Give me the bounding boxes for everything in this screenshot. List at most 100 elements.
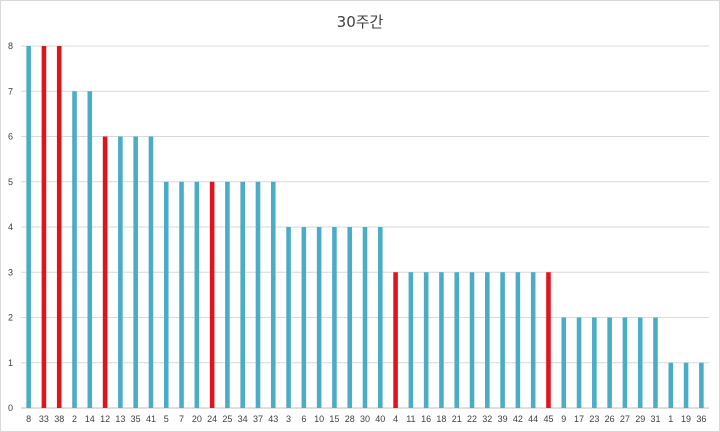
x-tick-label: 10: [314, 414, 324, 424]
x-tick-label: 6: [301, 414, 306, 424]
x-tick-label: 32: [482, 414, 492, 424]
bar-37: [255, 181, 261, 408]
x-tick-label: 19: [681, 414, 691, 424]
x-tick-label: 9: [561, 414, 566, 424]
bar-24: [209, 181, 215, 408]
bar-3: [286, 227, 291, 408]
bar-19: [683, 362, 689, 408]
x-tick-label: 28: [345, 414, 355, 424]
bar-2: [72, 91, 77, 408]
x-tick-label: 13: [115, 414, 125, 424]
x-tick-label: 24: [207, 414, 217, 424]
y-tick-label: 8: [8, 41, 13, 51]
bar-22: [469, 272, 475, 408]
y-tick-label: 1: [8, 358, 13, 368]
bar-28: [347, 227, 353, 408]
bar-33: [41, 46, 47, 408]
x-tick-label: 42: [513, 414, 523, 424]
bar-10: [316, 227, 322, 408]
y-tick-label: 6: [8, 132, 13, 142]
y-tick-label: 3: [8, 267, 13, 277]
bar-9: [561, 317, 567, 408]
bar-20: [194, 181, 200, 408]
bar-41: [148, 136, 154, 408]
x-tick-label: 20: [192, 414, 202, 424]
x-tick-label: 12: [100, 414, 110, 424]
x-tick-label: 38: [54, 414, 64, 424]
x-tick-label: 37: [253, 414, 263, 424]
x-tick-label: 43: [268, 414, 278, 424]
x-tick-label: 26: [605, 414, 615, 424]
x-tick-label: 31: [650, 414, 660, 424]
chart-title: 30주간: [336, 13, 384, 31]
x-axis-ticks: 8 33 38 2 14 12 13 35 41 5 7 20 24 25 34 37 43 3 6 10 15 28 30…: [26, 414, 706, 424]
y-axis-ticks: 0 1 2 3 4 5 6 7 8: [8, 41, 13, 413]
bar-44: [530, 272, 536, 408]
bar-30: [362, 227, 368, 408]
bar-8: [26, 46, 31, 408]
bar-45: [546, 272, 551, 408]
x-tick-label: 40: [375, 414, 385, 424]
bar-39: [500, 272, 505, 408]
bar-23: [592, 317, 597, 408]
x-tick-label: 5: [164, 414, 169, 424]
y-tick-label: 4: [8, 222, 13, 232]
bar-1: [668, 362, 674, 408]
bar-40: [377, 227, 383, 408]
x-tick-label: 14: [85, 414, 95, 424]
bar-14: [87, 91, 93, 408]
bar-34: [240, 181, 245, 408]
bar-38: [56, 46, 62, 408]
y-tick-label: 7: [8, 86, 13, 96]
bar-35: [133, 136, 138, 408]
bar-17: [576, 317, 582, 408]
y-tick-label: 2: [8, 313, 13, 323]
x-tick-label: 44: [528, 414, 538, 424]
x-tick-label: 29: [635, 414, 645, 424]
x-tick-label: 16: [421, 414, 431, 424]
bar-43: [270, 181, 276, 408]
bar-15: [332, 227, 337, 408]
bar-11: [408, 272, 414, 408]
x-tick-label: 15: [329, 414, 339, 424]
y-tick-label: 0: [8, 403, 13, 413]
bar-18: [439, 272, 444, 408]
x-tick-label: 41: [146, 414, 156, 424]
bar-4: [393, 272, 398, 408]
x-tick-label: 18: [436, 414, 446, 424]
x-tick-label: 23: [589, 414, 599, 424]
bars: [26, 46, 704, 408]
y-tick-label: 5: [8, 177, 13, 187]
x-tick-label: 45: [543, 414, 553, 424]
bar-32: [485, 272, 490, 408]
x-tick-label: 35: [131, 414, 141, 424]
x-tick-label: 34: [238, 414, 248, 424]
bar-42: [515, 272, 521, 408]
bar-16: [423, 272, 429, 408]
bar-29: [637, 317, 643, 408]
bar-5: [163, 181, 169, 408]
bar-36: [699, 362, 704, 408]
bar-7: [179, 181, 184, 408]
bar-25: [225, 181, 230, 408]
x-tick-label: 17: [574, 414, 584, 424]
x-tick-label: 33: [39, 414, 49, 424]
bar-12: [102, 136, 108, 408]
x-tick-label: 30: [360, 414, 370, 424]
x-tick-label: 36: [696, 414, 706, 424]
bar-13: [118, 136, 123, 408]
bar-26: [607, 317, 612, 408]
x-tick-label: 7: [179, 414, 184, 424]
bar-6: [301, 227, 307, 408]
x-tick-label: 39: [498, 414, 508, 424]
bar-21: [454, 272, 460, 408]
x-tick-label: 1: [668, 414, 673, 424]
x-tick-label: 8: [26, 414, 31, 424]
x-tick-label: 2: [72, 414, 77, 424]
x-tick-label: 22: [467, 414, 477, 424]
x-tick-label: 3: [286, 414, 291, 424]
x-tick-label: 11: [406, 414, 415, 424]
x-tick-label: 27: [620, 414, 630, 424]
